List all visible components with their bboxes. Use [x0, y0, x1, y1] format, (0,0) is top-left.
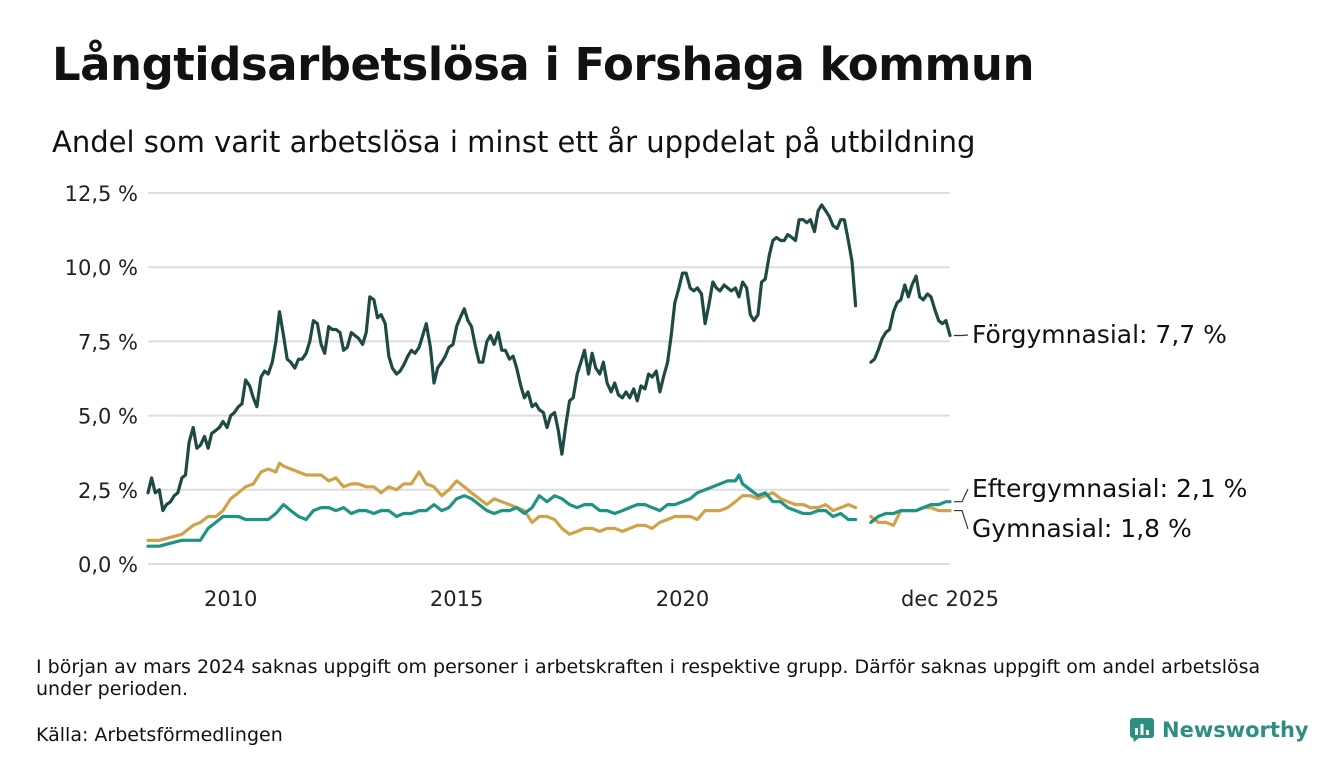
leader-line [954, 488, 969, 503]
series-end-label: Eftergymnasial: 2,1 % [972, 474, 1247, 503]
page-title: Långtidsarbetslösa i Forshaga kommun [52, 38, 1035, 91]
series-line-förgymnasial [146, 203, 952, 513]
x-tick-label: dec 2025 [901, 587, 999, 611]
x-tick-label: 2010 [204, 587, 257, 611]
y-tick-label: 0,0 % [78, 553, 138, 577]
x-tick-label: 2020 [656, 587, 709, 611]
y-axis-tick-labels: 0,0 % 2,5 % 5,0 % 7,5 % 10,0 % 12,5 % [65, 182, 138, 577]
y-tick-label: 10,0 % [65, 256, 138, 280]
brand-name: Newsworthy [1162, 718, 1309, 742]
y-tick-label: 7,5 % [78, 330, 138, 354]
series-lines [146, 203, 952, 548]
series-end-label: Gymnasial: 1,8 % [972, 514, 1192, 543]
series-end-labels: Förgymnasial: 7,7 % Eftergymnasial: 2,1 %… [954, 320, 1247, 543]
y-tick-label: 5,0 % [78, 405, 138, 429]
y-tick-label: 2,5 % [78, 479, 138, 503]
x-tick-label: 2015 [430, 587, 483, 611]
series-end-label: Förgymnasial: 7,7 % [972, 320, 1227, 349]
y-tick-label: 12,5 % [65, 182, 138, 206]
newsworthy-logo-icon [1130, 718, 1154, 742]
brand[interactable]: Newsworthy [1130, 718, 1309, 742]
page-subtitle: Andel som varit arbetslösa i minst ett å… [52, 125, 976, 159]
source-credit: Källa: Arbetsförmedlingen [36, 724, 283, 746]
line-chart: 0,0 %2,5 %5,0 %7,5 %10,0 %12,5 % 2010 201… [65, 182, 1248, 611]
series-line-eftergymnasial [146, 473, 952, 548]
x-axis-tick-labels: 2010 2015 2020 dec 2025 [204, 587, 999, 611]
leader-line [954, 509, 969, 530]
footnote: I början av mars 2024 saknas uppgift om … [36, 656, 1261, 700]
